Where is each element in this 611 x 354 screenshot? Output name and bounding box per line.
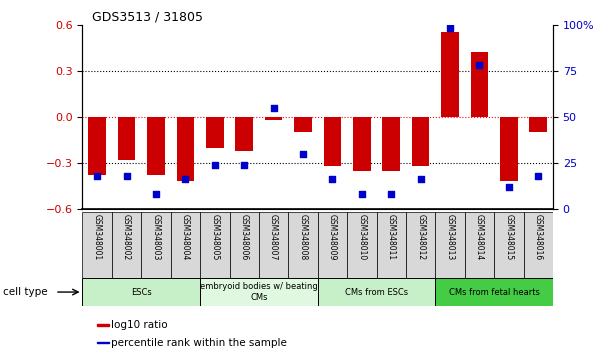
Text: GSM348010: GSM348010 (357, 214, 367, 261)
Bar (265, 117, 282, 120)
Point (415, 177, 425, 182)
Point (533, 173, 543, 178)
Bar (295, 117, 312, 132)
Point (240, 162, 249, 167)
Text: GSM348005: GSM348005 (210, 214, 219, 261)
FancyBboxPatch shape (82, 279, 200, 306)
Text: GSM348009: GSM348009 (328, 214, 337, 261)
FancyBboxPatch shape (82, 212, 112, 278)
FancyBboxPatch shape (200, 279, 318, 306)
Bar (97, 324, 109, 326)
Bar (89, 117, 106, 175)
Point (92, 173, 102, 178)
Text: GSM348016: GSM348016 (534, 214, 543, 261)
Text: GSM348011: GSM348011 (387, 214, 396, 261)
Text: GDS3513 / 31805: GDS3513 / 31805 (92, 11, 203, 24)
Point (180, 177, 190, 182)
FancyBboxPatch shape (524, 212, 553, 278)
Bar (235, 117, 253, 150)
Text: GSM348015: GSM348015 (504, 214, 513, 261)
Text: GSM348013: GSM348013 (445, 214, 455, 261)
Bar (147, 117, 165, 175)
FancyBboxPatch shape (376, 212, 406, 278)
Text: GSM348012: GSM348012 (416, 214, 425, 261)
Bar (500, 117, 518, 181)
Point (151, 191, 161, 197)
Text: cell type: cell type (3, 287, 48, 297)
Point (357, 191, 367, 197)
FancyBboxPatch shape (259, 212, 288, 278)
FancyBboxPatch shape (347, 212, 376, 278)
Bar (118, 117, 136, 160)
FancyBboxPatch shape (112, 212, 141, 278)
Bar (353, 117, 371, 171)
Text: embryoid bodies w/ beating
CMs: embryoid bodies w/ beating CMs (200, 282, 318, 302)
Bar (97, 342, 109, 343)
FancyBboxPatch shape (200, 212, 230, 278)
Text: GSM348008: GSM348008 (299, 214, 307, 261)
Bar (441, 33, 459, 117)
Text: GSM348001: GSM348001 (93, 214, 101, 261)
FancyBboxPatch shape (288, 212, 318, 278)
Point (327, 177, 337, 182)
Text: GSM348002: GSM348002 (122, 214, 131, 261)
FancyBboxPatch shape (318, 279, 436, 306)
Text: CMs from fetal hearts: CMs from fetal hearts (448, 287, 540, 297)
Point (504, 184, 514, 190)
Bar (412, 117, 430, 166)
Text: CMs from ESCs: CMs from ESCs (345, 287, 408, 297)
Point (122, 173, 131, 178)
Text: GSM348014: GSM348014 (475, 214, 484, 261)
Text: GSM348003: GSM348003 (152, 214, 161, 261)
FancyBboxPatch shape (318, 212, 347, 278)
FancyBboxPatch shape (230, 212, 259, 278)
Text: log10 ratio: log10 ratio (111, 320, 168, 330)
FancyBboxPatch shape (406, 212, 436, 278)
FancyBboxPatch shape (170, 212, 200, 278)
Point (475, 62, 485, 68)
Text: GSM348006: GSM348006 (240, 214, 249, 261)
FancyBboxPatch shape (436, 212, 465, 278)
FancyBboxPatch shape (141, 212, 170, 278)
Point (210, 162, 220, 167)
FancyBboxPatch shape (494, 212, 524, 278)
Bar (177, 117, 194, 181)
Text: GSM348007: GSM348007 (269, 214, 278, 261)
FancyBboxPatch shape (436, 279, 553, 306)
Point (298, 151, 308, 156)
Text: GSM348004: GSM348004 (181, 214, 190, 261)
Point (386, 191, 396, 197)
FancyBboxPatch shape (465, 212, 494, 278)
Bar (529, 117, 547, 132)
Bar (382, 117, 400, 171)
Bar (470, 52, 488, 117)
Point (269, 105, 279, 110)
Text: ESCs: ESCs (131, 287, 152, 297)
Point (445, 25, 455, 31)
Bar (324, 117, 341, 166)
Text: percentile rank within the sample: percentile rank within the sample (111, 338, 287, 348)
Bar (206, 117, 224, 148)
